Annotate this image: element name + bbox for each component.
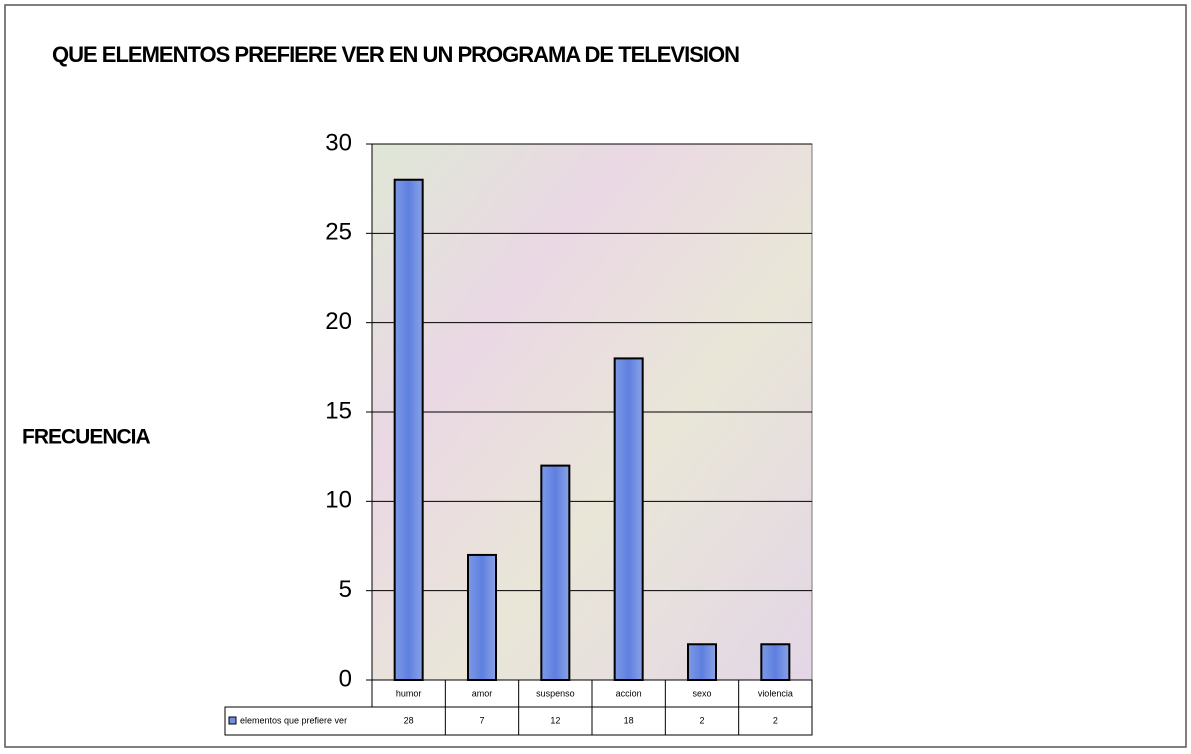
- bar: [760, 643, 791, 681]
- x-tick-label: suspenso: [536, 688, 575, 698]
- bar: [393, 178, 424, 681]
- bar: [467, 553, 497, 682]
- frame: [4, 4, 1187, 748]
- table-value: 28: [404, 715, 414, 725]
- table-value: 12: [550, 715, 560, 725]
- bar: [540, 464, 571, 681]
- chart-title: QUE ELEMENTOS PREFIERE VER EN UN PROGRAM…: [52, 42, 739, 67]
- table-value: 18: [624, 715, 634, 725]
- table-value: 2: [699, 715, 704, 725]
- y-tick-label: 20: [325, 308, 352, 335]
- bar: [613, 357, 644, 681]
- y-tick-label: 25: [325, 219, 352, 246]
- x-tick-label: violencia: [758, 688, 793, 698]
- table-value: 7: [479, 715, 484, 725]
- legend-swatch: [228, 716, 237, 725]
- legend-label: elementos que prefiere ver: [240, 715, 347, 725]
- y-tick-label: 10: [325, 487, 352, 514]
- x-tick-label: accion: [616, 688, 642, 698]
- x-tick-label: amor: [472, 688, 493, 698]
- x-tick-label: humor: [396, 688, 422, 698]
- y-tick-label: 5: [339, 576, 352, 603]
- y-axis-label: FRECUENCIA: [22, 426, 151, 449]
- x-tick-label: sexo: [692, 688, 711, 698]
- y-tick-label: 15: [325, 397, 352, 424]
- y-tick-label: 30: [325, 129, 352, 156]
- bar: [687, 643, 717, 681]
- y-tick-label: 0: [339, 665, 352, 692]
- table-value: 2: [773, 715, 778, 725]
